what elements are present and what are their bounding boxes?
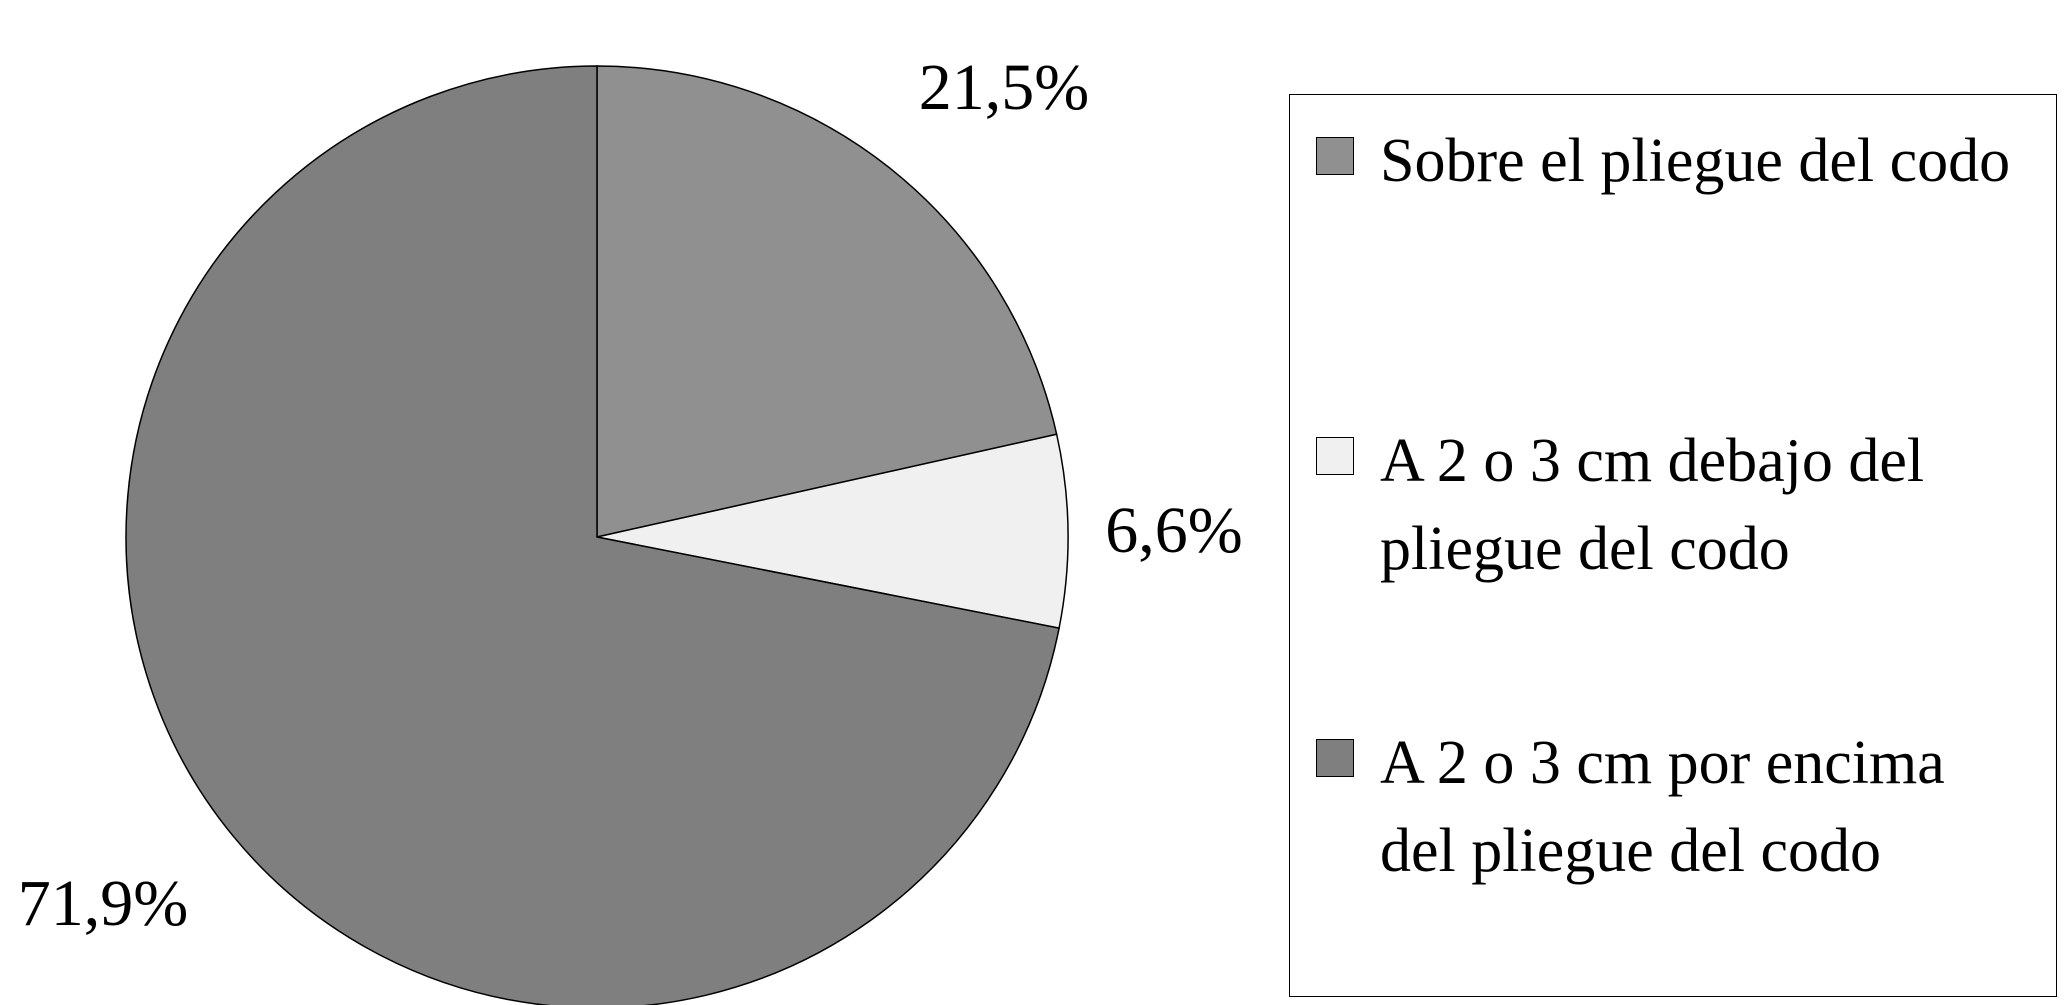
legend-entry: A 2 o 3 cm debajo del pliegue del codo — [1316, 417, 2016, 593]
pie-slice — [596, 65, 1058, 538]
data-label: 71,9% — [18, 867, 188, 940]
legend-label: A 2 o 3 cm por encima del pliegue del co… — [1380, 729, 1945, 885]
data-label: 21,5% — [919, 51, 1089, 124]
legend-swatch — [1316, 137, 1354, 175]
legend: Sobre el pliegue del codo A 2 o 3 cm deba… — [1289, 94, 2057, 997]
pie-slice — [125, 65, 1060, 1005]
legend-entry: Sobre el pliegue del codo — [1316, 117, 2016, 205]
legend-swatch — [1316, 739, 1354, 777]
data-label: 6,6% — [1105, 494, 1242, 567]
pie-slice — [596, 433, 1069, 630]
legend-label: Sobre el pliegue del codo — [1380, 127, 2011, 195]
legend-label: A 2 o 3 cm debajo del pliegue del codo — [1380, 427, 1925, 583]
legend-entry: A 2 o 3 cm por encima del pliegue del co… — [1316, 719, 2016, 895]
legend-swatch — [1316, 437, 1354, 475]
